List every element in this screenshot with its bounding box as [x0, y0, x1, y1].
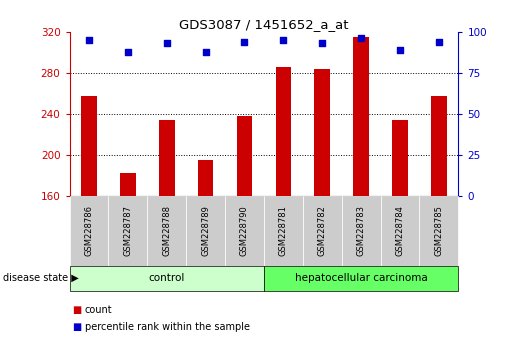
Text: GSM228785: GSM228785: [435, 206, 443, 256]
Bar: [159, 120, 175, 196]
Point: [85, 37, 93, 43]
Bar: [392, 120, 408, 196]
Bar: [198, 160, 213, 196]
Text: GSM228782: GSM228782: [318, 206, 327, 256]
Bar: [276, 67, 291, 196]
Point: [201, 49, 210, 55]
Text: GSM228786: GSM228786: [84, 205, 93, 257]
Point: [279, 37, 287, 43]
Point: [318, 41, 327, 46]
Title: GDS3087 / 1451652_a_at: GDS3087 / 1451652_a_at: [179, 18, 349, 31]
Bar: [315, 69, 330, 196]
Point: [357, 36, 365, 41]
Text: GSM228787: GSM228787: [124, 205, 132, 257]
Bar: [431, 96, 447, 196]
Text: GSM228789: GSM228789: [201, 206, 210, 256]
Text: percentile rank within the sample: percentile rank within the sample: [85, 322, 250, 332]
Text: GSM228784: GSM228784: [396, 206, 404, 256]
Bar: [81, 96, 97, 196]
Text: GSM228783: GSM228783: [357, 205, 366, 257]
Text: ■: ■: [72, 306, 81, 315]
Point: [241, 39, 249, 45]
Point: [124, 49, 132, 55]
Bar: [353, 37, 369, 196]
Bar: [237, 116, 252, 196]
Point: [435, 39, 443, 45]
Bar: [120, 173, 135, 196]
Text: control: control: [148, 273, 185, 283]
Text: GSM228790: GSM228790: [240, 206, 249, 256]
Point: [396, 47, 404, 53]
Point: [163, 41, 171, 46]
Text: GSM228781: GSM228781: [279, 206, 288, 256]
Text: count: count: [85, 306, 113, 315]
Text: disease state ▶: disease state ▶: [3, 273, 78, 283]
Text: GSM228788: GSM228788: [162, 205, 171, 257]
Text: ■: ■: [72, 322, 81, 332]
Text: hepatocellular carcinoma: hepatocellular carcinoma: [295, 273, 427, 283]
